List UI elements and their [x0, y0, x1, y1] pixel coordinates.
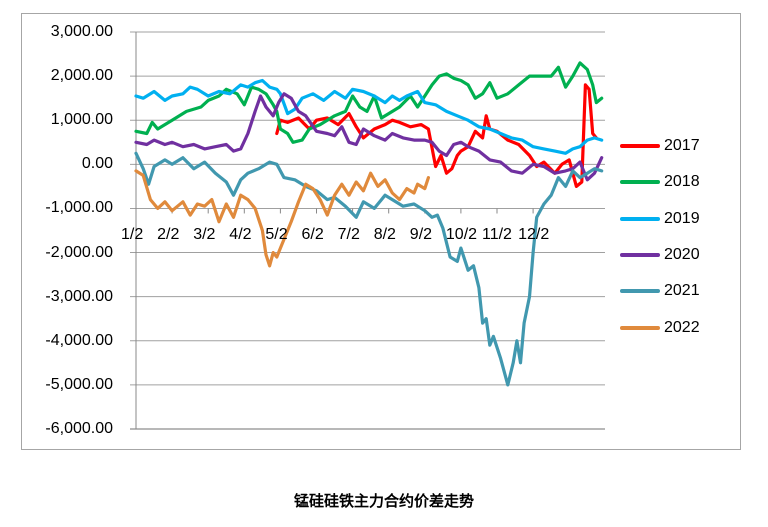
chart-caption: 锰硅硅铁主力合约价差走势: [293, 492, 474, 510]
series-lines: [134, 61, 604, 387]
series-line-2019: [134, 78, 604, 155]
y-tick-label: 0.00: [81, 155, 113, 173]
legend-swatch-icon: [620, 253, 660, 258]
x-tick-label: 3/2: [193, 226, 216, 243]
x-tick-label: 11/2: [482, 226, 512, 243]
x-tick-label: 12/2: [518, 226, 550, 243]
legend-label: 2020: [664, 246, 700, 264]
legend-item-2021: 2021: [620, 273, 700, 309]
legend-label: 2021: [664, 282, 700, 300]
legend-item-2020: 2020: [620, 237, 700, 273]
legend-item-2017: 2017: [620, 128, 700, 164]
chart-frame: [21, 13, 741, 450]
y-tick-label: -5,000.00: [45, 375, 113, 393]
legend-item-2018: 2018: [620, 164, 700, 200]
y-tick-label: 2,000.00: [50, 67, 113, 85]
y-tick-label: 1,000.00: [50, 111, 113, 129]
x-tick-label: 9/2: [409, 226, 433, 243]
legend-swatch-icon: [620, 289, 660, 294]
x-tick-label: 5/2: [265, 226, 288, 243]
x-tick-label: 1/2: [121, 226, 144, 243]
legend-label: 2019: [664, 209, 700, 227]
legend-swatch-icon: [620, 180, 660, 185]
x-tick-label: 2/2: [157, 226, 180, 243]
legend-swatch-icon: [620, 144, 660, 149]
x-tick-label: 4/2: [229, 226, 252, 243]
y-tick-label: -1,000.00: [45, 199, 113, 217]
y-tick-label: -6,000.00: [45, 420, 113, 437]
series-line-2020: [134, 92, 604, 182]
y-tick-label: -3,000.00: [45, 287, 113, 305]
y-tick-label: -2,000.00: [45, 243, 113, 261]
series-line-2021: [134, 151, 604, 387]
legend-swatch-icon: [620, 216, 660, 221]
series-line-2017: [275, 83, 598, 188]
series-line-2022: [134, 169, 430, 268]
x-tick-label: 10/2: [445, 226, 478, 243]
x-tick-label: 8/2: [373, 226, 396, 243]
gridlines: [130, 31, 605, 430]
y-tick-label: 3,000.00: [50, 23, 113, 40]
x-tick-label: 7/2: [337, 226, 360, 243]
legend-item-2022: 2022: [620, 309, 700, 345]
legend-item-2019: 2019: [620, 201, 700, 237]
legend-label: 2022: [664, 318, 700, 336]
legend-swatch-icon: [620, 325, 660, 330]
series-line-2018: [134, 61, 604, 144]
legend-label: 2018: [664, 173, 700, 191]
legend-label: 2017: [664, 137, 700, 155]
legend: 2017 2018 2019 2020 2021 2022: [620, 128, 700, 346]
y-tick-label: -4,000.00: [45, 331, 113, 349]
x-tick-label: 6/2: [301, 226, 324, 243]
